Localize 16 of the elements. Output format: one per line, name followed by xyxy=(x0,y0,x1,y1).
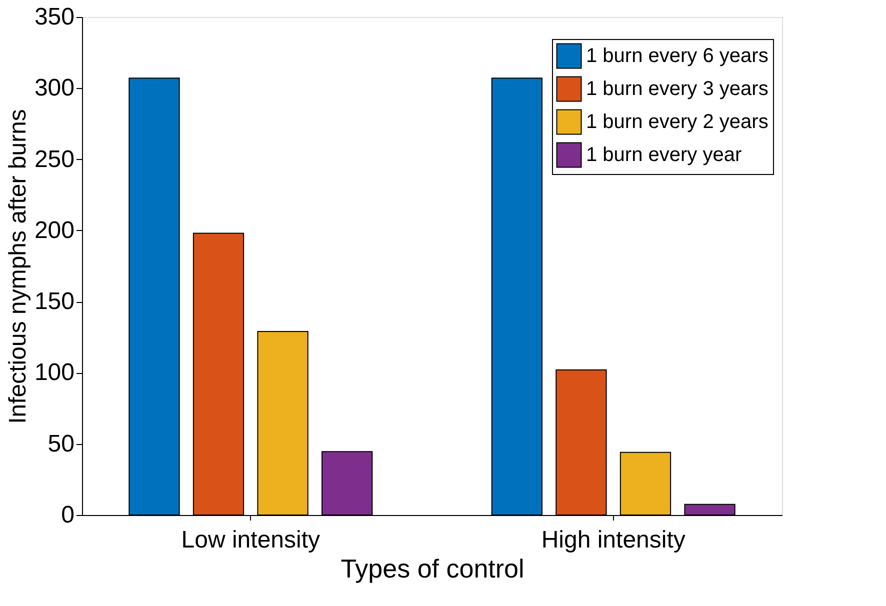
y-tick-label: 0 xyxy=(61,502,74,528)
y-tick-label: 300 xyxy=(34,74,74,102)
x-tick-label: Low intensity xyxy=(181,526,320,554)
legend-label: 1 burn every 2 years xyxy=(586,111,768,133)
legend-label: 1 burn every year xyxy=(586,144,742,166)
y-tick-label: 50 xyxy=(48,430,74,458)
y-axis-title: Infectious nymphs after burns xyxy=(4,109,32,424)
y-tick-label: 350 xyxy=(34,4,74,30)
y-tick-label: 100 xyxy=(34,359,74,386)
y-tick-label: 250 xyxy=(34,146,74,173)
legend-label: 1 burn every 6 years xyxy=(586,45,768,67)
x-axis-title: Types of control xyxy=(340,554,524,584)
y-tick-label: 150 xyxy=(34,288,74,316)
legend-label: 1 burn every 3 years xyxy=(586,78,768,100)
x-tick-label: High intensity xyxy=(541,526,686,554)
y-tick-label: 200 xyxy=(34,216,74,244)
